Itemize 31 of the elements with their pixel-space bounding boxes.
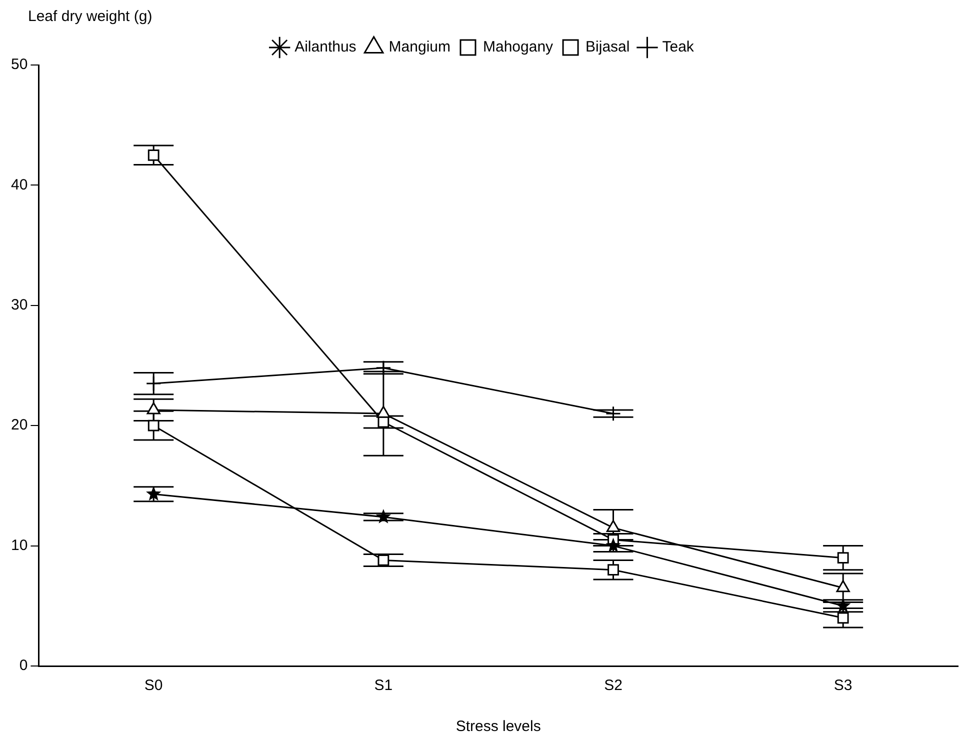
point xyxy=(146,376,162,392)
point xyxy=(376,508,392,524)
y-tick-label: 30 xyxy=(10,296,28,314)
y-tick-label: 20 xyxy=(10,416,28,434)
point xyxy=(146,486,162,501)
y-tick-label: 40 xyxy=(10,176,28,194)
point xyxy=(148,149,160,161)
y-axis-title: Leaf dry weight (g) xyxy=(28,8,154,27)
point xyxy=(837,552,849,564)
legend-label: Ailanthus xyxy=(294,38,356,56)
point xyxy=(606,520,620,532)
y-tick-label: 0 xyxy=(19,657,28,674)
legend-label: Bijasal xyxy=(586,38,630,56)
point xyxy=(608,564,619,576)
point xyxy=(148,420,160,432)
x-tick-label: S2 xyxy=(604,677,622,694)
point xyxy=(378,554,390,566)
legend-label: Mangium xyxy=(388,38,450,56)
point xyxy=(836,580,850,592)
x-tick-label: S1 xyxy=(374,677,393,694)
y-tick-label: 50 xyxy=(10,56,28,74)
x-tick-label: S0 xyxy=(144,677,163,694)
legend-label: Mahogany xyxy=(482,38,554,56)
legend-label: Teak xyxy=(662,38,694,56)
x-tick-label: S3 xyxy=(834,677,852,694)
point xyxy=(606,538,621,552)
y-tick-label: 10 xyxy=(10,536,28,554)
x-axis-title: Stress levels xyxy=(456,718,541,736)
point xyxy=(837,612,849,624)
point xyxy=(146,402,160,414)
point xyxy=(376,406,390,418)
